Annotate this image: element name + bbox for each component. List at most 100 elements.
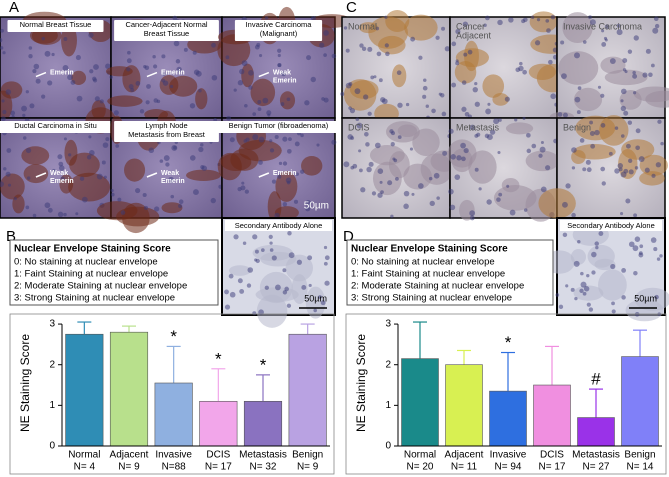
arrow	[35, 71, 47, 78]
nucleus	[343, 161, 350, 168]
tissue-blob	[230, 148, 259, 171]
nucleus	[295, 172, 299, 176]
tissue-blob	[0, 173, 25, 200]
x-tick-label: DCIS	[540, 450, 564, 461]
nucleus	[614, 126, 619, 130]
nucleus	[310, 76, 316, 83]
nucleus	[497, 150, 501, 155]
x-tick-label: Normal	[404, 450, 436, 461]
panel-label: D	[343, 228, 354, 245]
nucleus	[451, 82, 457, 88]
nucleus	[254, 249, 259, 254]
nucleus	[264, 16, 269, 20]
nucleus	[331, 139, 337, 145]
nucleus	[509, 209, 516, 216]
nucleus	[633, 213, 638, 218]
x-tick-label: Adjacent	[445, 450, 484, 461]
nucleus	[252, 134, 259, 141]
tissue-blob	[69, 152, 100, 178]
key-title: Nuclear Envelope Staining Score	[14, 244, 171, 255]
nucleus	[396, 70, 402, 76]
nucleus	[316, 143, 320, 147]
nucleus	[623, 168, 629, 174]
x-tick-label: Normal	[68, 450, 100, 461]
nucleus	[99, 99, 104, 104]
nucleus	[350, 165, 355, 170]
nucleus	[7, 183, 12, 187]
nucleus	[600, 93, 605, 98]
scale-label: 50µm	[304, 201, 329, 212]
bar	[489, 390, 527, 447]
image-caption: Benign Tumor (fibroadenoma)	[229, 121, 329, 130]
nucleus	[632, 91, 637, 95]
nucleus	[324, 280, 330, 286]
nucleus	[105, 137, 110, 142]
nucleus	[5, 89, 12, 95]
nucleus	[233, 234, 239, 240]
nucleus	[625, 198, 631, 204]
nucleus	[63, 137, 67, 141]
nucleus	[277, 53, 281, 58]
nucleus	[364, 131, 369, 137]
nucleus	[300, 133, 304, 138]
nucleus	[210, 197, 216, 204]
tissue-blob	[68, 172, 111, 202]
nucleus	[367, 46, 373, 52]
nucleus	[440, 93, 445, 98]
nucleus	[576, 110, 581, 115]
nucleus	[269, 241, 273, 245]
nucleus	[435, 35, 440, 40]
nucleus	[514, 118, 518, 122]
n-label: N= 17	[539, 462, 566, 473]
nucleus	[608, 151, 613, 156]
nucleus	[650, 63, 655, 68]
nucleus	[288, 252, 295, 259]
nucleus	[653, 247, 658, 252]
nucleus	[456, 155, 462, 161]
nucleus	[88, 32, 94, 38]
nucleus	[580, 271, 584, 276]
nucleus	[487, 102, 491, 106]
nucleus	[545, 19, 550, 23]
nucleus	[135, 187, 141, 194]
nucleus	[195, 70, 202, 77]
nucleus	[305, 199, 312, 206]
nucleus	[585, 159, 591, 165]
nucleus	[433, 172, 440, 179]
nucleus	[627, 49, 633, 54]
nucleus	[565, 183, 571, 189]
nucleus	[32, 69, 37, 74]
nucleus	[57, 154, 63, 160]
tissue-blob	[385, 10, 410, 32]
image-caption: Breast Tissue	[144, 29, 189, 38]
marker-label: Emerin	[161, 178, 185, 185]
nucleus	[590, 143, 596, 149]
nucleus	[58, 165, 65, 171]
nucleus	[233, 88, 237, 92]
nucleus	[0, 181, 4, 187]
nucleus	[237, 278, 243, 284]
nucleus	[331, 53, 337, 59]
nucleus	[622, 58, 628, 63]
nucleus	[313, 308, 317, 313]
image-caption: Invasive Carcinoma	[246, 20, 313, 29]
nucleus	[343, 26, 348, 30]
nucleus	[460, 142, 466, 149]
nucleus	[252, 234, 258, 240]
nucleus	[448, 188, 454, 195]
tissue-blob	[195, 88, 208, 110]
nucleus	[497, 19, 503, 26]
nucleus	[23, 136, 27, 140]
significance-marker: #	[591, 370, 601, 389]
tissue-blob	[493, 185, 537, 211]
nucleus	[248, 70, 254, 76]
nucleus	[635, 128, 641, 134]
nucleus	[282, 268, 287, 273]
nucleus	[171, 144, 178, 151]
nucleus	[518, 65, 524, 72]
nucleus	[428, 176, 433, 181]
nucleus	[632, 73, 638, 79]
nucleus	[161, 54, 166, 59]
nucleus	[35, 78, 41, 84]
key-line: 3: Strong Staining at nuclear envelope	[14, 293, 175, 304]
